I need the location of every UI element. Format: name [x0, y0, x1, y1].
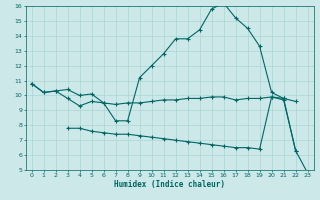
X-axis label: Humidex (Indice chaleur): Humidex (Indice chaleur) [114, 180, 225, 189]
